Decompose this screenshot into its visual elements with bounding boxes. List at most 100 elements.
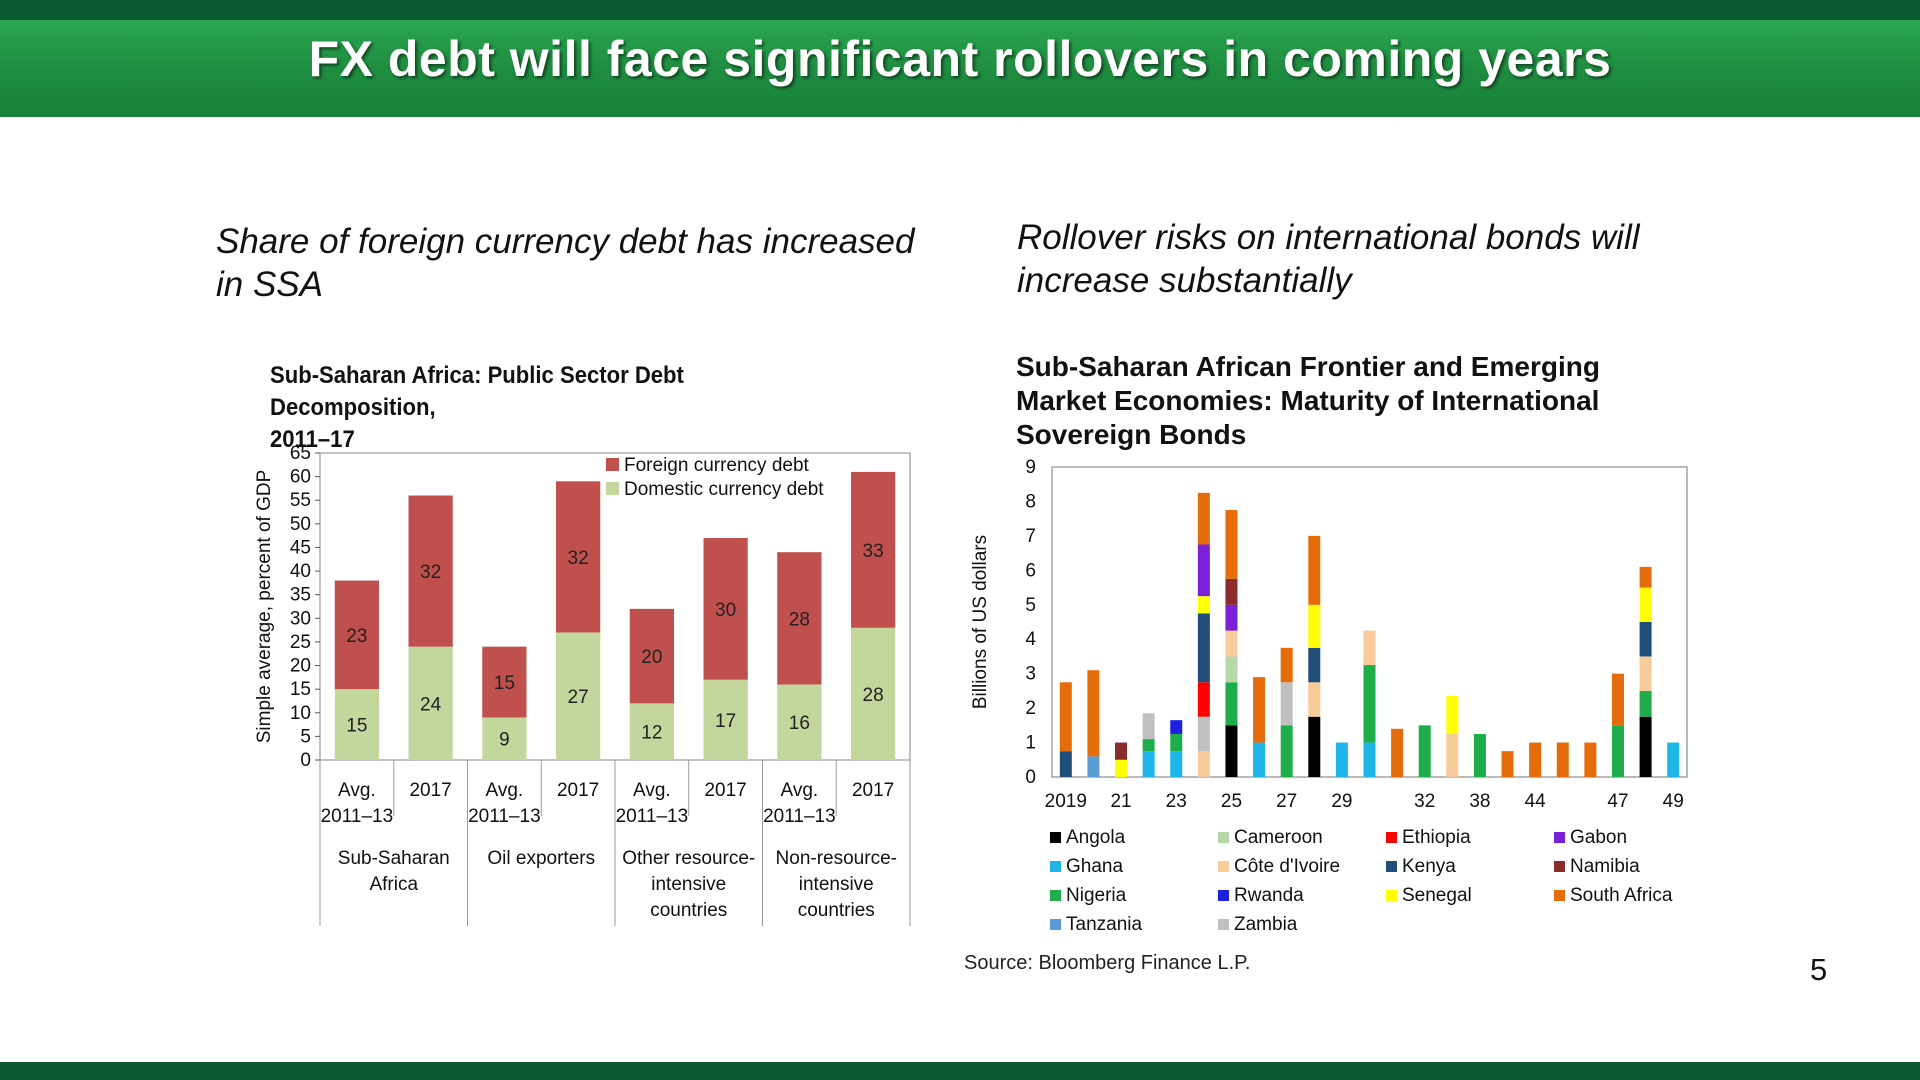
legend-swatch [1218,832,1229,843]
legend-swatch [1050,890,1061,901]
group-label: intensive [651,874,726,895]
bottom-bar [0,1062,1920,1080]
right-chart-title-line-2: Market Economies: Maturity of Internatio… [1016,385,1600,416]
x-tick-label: 23 [1166,791,1187,812]
bar-segment-angola [1639,716,1652,777]
bar-segment-c-te-d-ivoire [1308,682,1321,717]
bar-segment-senegal [1446,696,1459,734]
y-axis-label: Simple average, percent of GDP [254,470,275,744]
left-subtitle: Share of foreign currency debt has incre… [216,220,914,306]
bar-segment-c-te-d-ivoire [1639,656,1652,691]
bar-foreign [334,580,379,690]
right-subtitle-line-1: Rollover risks on international bonds wi… [1017,218,1640,257]
y-tick-label: 0 [1025,767,1036,788]
x-tick-label: 38 [1469,791,1490,812]
x-tick-label: Avg. [338,780,376,801]
bar-segment-ghana [1170,751,1183,777]
bar-segment-kenya [1197,613,1210,683]
x-tick-label: 2011–13 [763,806,836,827]
bar-domestic [703,679,748,760]
y-tick-label: 40 [290,561,311,582]
legend-swatch [1218,919,1229,930]
y-tick-label: 10 [290,703,311,724]
y-tick-label: 65 [290,443,311,464]
y-tick-label: 7 [1025,526,1036,547]
legend-label: Rwanda [1234,885,1304,906]
bar-segment-south-africa [1059,682,1072,752]
data-label-foreign: 32 [420,562,441,583]
x-tick-label: 2017 [557,780,599,801]
y-tick-label: 25 [290,632,311,653]
right-chart-title-line-1: Sub-Saharan African Frontier and Emergin… [1016,351,1600,382]
bar-segment-zambia [1280,682,1293,726]
data-label-domestic: 24 [420,694,442,715]
data-label-foreign: 33 [863,541,884,562]
bar-segment-nigeria [1280,725,1293,777]
legend-label: Gabon [1570,827,1627,848]
legend-label: Foreign currency debt [624,455,810,476]
bar-segment-zambia [1142,713,1155,740]
legend-swatch [1386,861,1397,872]
group-label: Africa [369,874,418,895]
data-label-domestic: 28 [863,685,884,706]
x-tick-label: 2011–13 [616,806,689,827]
right-chart-title: Sub-Saharan African Frontier and Emergin… [1016,350,1716,452]
bar-foreign [556,481,601,633]
x-tick-label: 25 [1221,791,1242,812]
x-tick-label: 2017 [409,780,451,801]
y-tick-label: 8 [1025,491,1036,512]
left-chart-title-line-1: Sub-Saharan Africa: Public Sector Debt D… [270,362,684,421]
bar-segment-cameroon [1225,656,1238,683]
bar-segment-ghana [1667,742,1680,777]
legend-label: Domestic currency debt [624,479,824,500]
bar-segment-c-te-d-ivoire [1225,630,1238,657]
bar-segment-rwanda [1170,720,1183,734]
right-subtitle: Rollover risks on international bonds wi… [1017,216,1640,302]
x-tick-label: 2019 [1045,791,1087,812]
bar-segment-south-africa [1225,510,1238,579]
bar-foreign [629,608,674,704]
x-tick-label: 21 [1110,791,1131,812]
group-label: Sub-Saharan [338,848,450,869]
x-tick-label: 49 [1663,791,1684,812]
bar-segment-ghana [1363,742,1376,777]
legend-label: Kenya [1402,856,1456,877]
bar-segment-south-africa [1639,566,1652,588]
left-subtitle-line-2: in SSA [216,265,323,304]
bar-segment-tanzania [1087,756,1100,777]
data-label-domestic: 12 [641,723,662,744]
legend-swatch [1218,890,1229,901]
bar-segment-c-te-d-ivoire [1197,751,1210,777]
left-chart-title: Sub-Saharan Africa: Public Sector Debt D… [270,360,840,456]
bar-segment-kenya [1059,751,1072,777]
bar-segment-south-africa [1197,492,1210,545]
data-label-foreign: 20 [641,647,662,668]
source-note: Source: Bloomberg Finance L.P. [964,952,1251,974]
bar-segment-nigeria [1473,733,1486,777]
data-label-domestic: 16 [789,713,810,734]
bar-segment-kenya [1308,647,1321,683]
x-tick-label: Avg. [781,780,819,801]
bar-segment-zambia [1197,716,1210,752]
bar-segment-angola [1308,716,1321,777]
bar-foreign [777,552,822,685]
data-label-domestic: 17 [715,711,736,732]
legend-swatch [1218,861,1229,872]
bar-domestic [482,717,527,760]
group-label: intensive [799,874,874,895]
bar-segment-south-africa [1308,535,1321,605]
bar-segment-south-africa [1556,742,1569,777]
y-tick-label: 60 [290,467,311,488]
x-tick-label: Avg. [633,780,671,801]
y-tick-label: 45 [290,537,311,558]
data-label-foreign: 32 [568,548,589,569]
y-tick-label: 50 [290,514,311,535]
bar-segment-gabon [1197,544,1210,597]
group-label: countries [798,900,875,921]
bar-segment-south-africa [1529,742,1542,777]
bar-segment-nigeria [1142,739,1155,752]
y-tick-label: 35 [290,585,311,606]
bar-segment-south-africa [1253,677,1266,743]
title-banner: FX debt will face significant rollovers … [0,20,1920,117]
